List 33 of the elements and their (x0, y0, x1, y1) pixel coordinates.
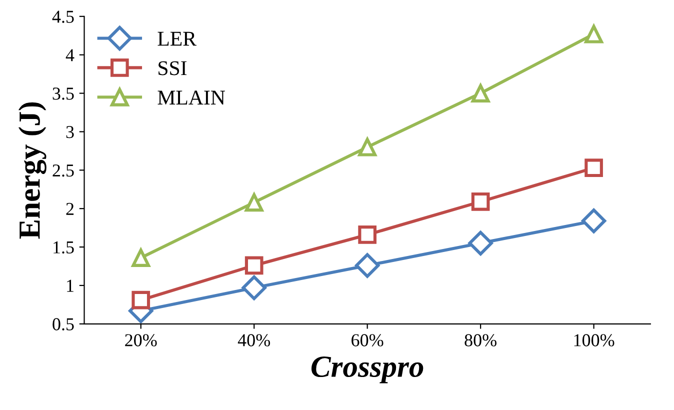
point (244, 193, 264, 212)
point (244, 256, 264, 275)
x-tick-label: 40% (238, 334, 270, 346)
y-tick-label: 1 (67, 280, 74, 292)
y-axis-title: Energy (J) (18, 102, 46, 239)
point (468, 230, 493, 256)
point (242, 275, 266, 300)
point (355, 253, 380, 278)
x-tick-label: 60% (352, 334, 384, 346)
point (471, 192, 490, 211)
x-axis-title: Crosspro (311, 356, 424, 384)
point (132, 248, 150, 267)
y-tick-label: 3.5 (52, 88, 74, 100)
legend-label: LER (158, 32, 196, 46)
point (581, 208, 606, 234)
y-tick-label: 0.5 (52, 318, 74, 330)
point (584, 158, 603, 178)
y-tick-label: 4 (66, 49, 74, 62)
x-tick-label: 20% (125, 334, 157, 346)
x-tick-label: 100% (574, 334, 614, 346)
y-tick-label: 4.5 (52, 10, 74, 23)
x-tick-label: 80% (464, 334, 496, 346)
point (584, 24, 603, 44)
legend-label: MLAIN (158, 90, 225, 104)
point (358, 226, 376, 244)
y-tick-label: 2.5 (52, 164, 74, 177)
point (358, 138, 376, 156)
y-tick-label: 3 (66, 126, 74, 138)
y-tick-label: 2 (66, 202, 74, 215)
point (471, 84, 490, 102)
point (132, 290, 150, 310)
legend-label: SSI (158, 61, 187, 76)
y-tick-label: 1.5 (54, 241, 74, 254)
